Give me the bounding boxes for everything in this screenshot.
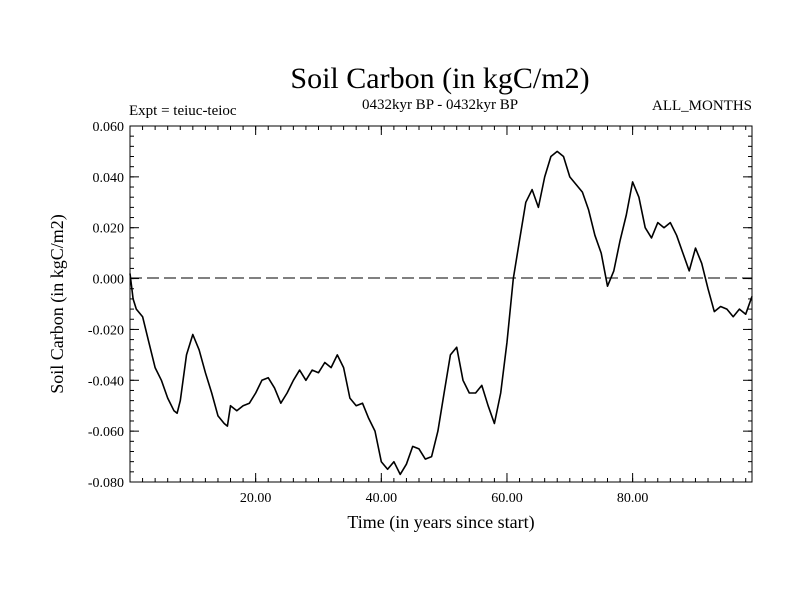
y-tick-label: -0.020 (88, 323, 124, 338)
y-tick-label: 0.060 (93, 120, 125, 135)
x-tick-label: 40.00 (366, 491, 398, 506)
x-tick-label: 60.00 (491, 491, 523, 506)
y-tick-label: 0.040 (93, 171, 125, 186)
y-tick-label: 0.000 (93, 273, 125, 288)
plot-frame (129, 125, 753, 483)
y-axis-label: Soil Carbon (in kgC/m2) (47, 214, 68, 394)
x-axis-label: Time (in years since start) (347, 512, 534, 533)
y-tick-label: -0.040 (88, 374, 124, 389)
chart-subtitle-period: 0432kyr BP - 0432kyr BP (362, 97, 518, 113)
chart-subtitle-months: ALL_MONTHS (652, 98, 752, 114)
y-tick-label: -0.060 (88, 425, 124, 440)
chart-subtitle-experiment: Expt = teiuc-teioc (129, 103, 237, 119)
y-tick-label: 0.020 (93, 222, 125, 237)
x-tick-label: 20.00 (240, 491, 272, 506)
y-tick-label: -0.080 (88, 476, 124, 491)
series-line-soil-carbon (129, 150, 753, 476)
x-tick-label: 80.00 (617, 491, 649, 506)
chart-title: Soil Carbon (in kgC/m2) (290, 62, 589, 95)
